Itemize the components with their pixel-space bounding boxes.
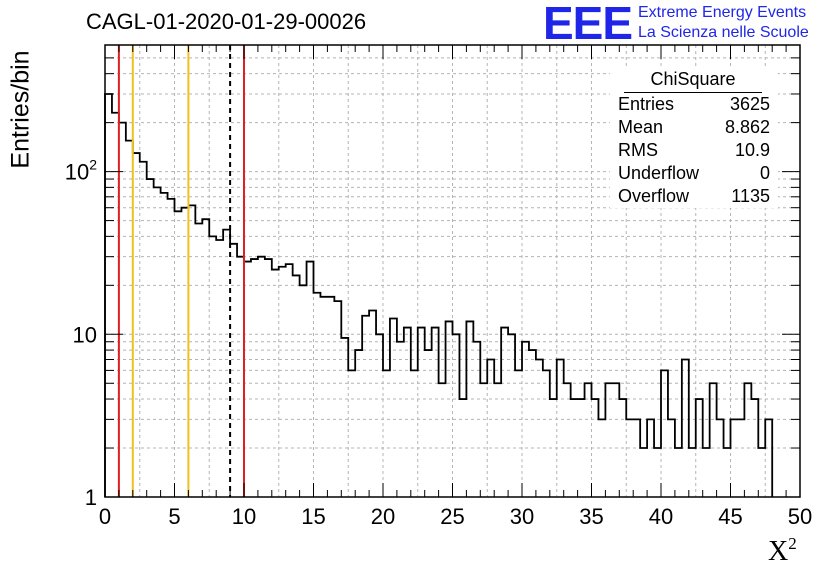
x-tick-label: 10 [232,504,256,529]
x-tick-label: 5 [168,504,180,529]
x-tick-label: 50 [788,504,812,529]
stats-row-underflow: Underflow 0 [610,162,778,185]
eee-logo: EEE [543,0,633,49]
x-tick-labels: 0 5 10 15 20 25 30 35 40 45 50 [99,504,812,529]
y-axis-label: Entries/bin [6,50,35,169]
y-tick-label: 102 [65,157,97,185]
histogram-line [104,93,774,497]
stats-value: 1135 [731,186,770,206]
stats-value: 10.9 [734,140,770,160]
x-tick-label: 0 [99,504,111,529]
x-tick-label: 45 [718,504,742,529]
stats-row-mean: Mean 8.862 [610,116,778,139]
marker-lines [117,45,245,497]
stats-label: Underflow [618,163,700,183]
stats-value: 8.862 [724,117,770,137]
x-tick-label: 20 [371,504,395,529]
run-title: CAGL-01-2020-01-29-00026 [86,9,367,34]
stats-row-rms: RMS 10.9 [610,139,778,162]
x-tick-label: 40 [649,504,673,529]
stats-row-entries: Entries 3625 [610,93,778,116]
x-tick-label: 15 [301,504,325,529]
axis-ticks [104,45,801,497]
stats-label: Mean [618,117,664,137]
x-tick-label: 25 [440,504,464,529]
histogram [104,93,774,497]
y-tick-labels: 1 10 102 [65,157,97,510]
x-tick-label: 30 [510,504,534,529]
logo-line-2: La Scienza nelle Scuole [638,24,809,41]
x-tick-label: 35 [579,504,603,529]
logo-line-1: Extreme Energy Events [638,4,807,21]
stats-value: 3625 [729,94,770,114]
stats-box: ChiSquare Entries 3625 Mean 8.862 RMS 10.9 … [610,66,778,208]
stats-label: Entries [618,94,675,114]
stats-label: Overflow [618,186,690,206]
grid-lines [105,45,800,497]
y-tick-label: 10 [73,322,97,347]
stats-title: ChiSquare [624,66,762,93]
y-tick-label: 1 [85,485,97,510]
x-axis-label: X2 [768,534,797,568]
stats-value: 0 [759,163,770,183]
stats-row-overflow: Overflow 1135 [610,185,778,208]
x-axis-label-base: X [768,536,789,567]
x-axis-label-exponent: 2 [788,534,797,553]
stats-label: RMS [618,140,658,160]
